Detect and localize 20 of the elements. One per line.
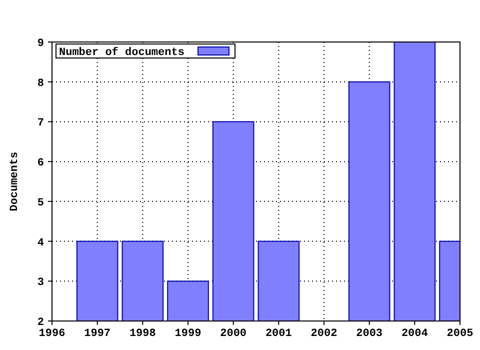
x-tick-label: 1999 (174, 328, 202, 340)
x-tick-label: 2001 (265, 328, 292, 340)
y-tick-label: 5 (37, 197, 44, 210)
x-tick-label: 1996 (38, 328, 66, 340)
y-tick-label: 2 (37, 317, 44, 329)
y-tick-label: 6 (37, 158, 44, 170)
y-axis-title: Documents (9, 152, 21, 212)
x-tick-label: 2000 (220, 328, 247, 340)
x-tick-label: 2004 (401, 328, 428, 340)
y-tick-label: 7 (37, 118, 44, 130)
y-tick-label: 4 (37, 237, 44, 250)
y-tick-label: 8 (37, 78, 44, 90)
x-tick-label: 2002 (310, 328, 338, 340)
y-tick-label: 9 (37, 38, 44, 50)
x-tick-label: 2005 (446, 328, 474, 340)
y-tick-label: 3 (37, 277, 44, 290)
x-tick-label: 2003 (356, 328, 383, 340)
x-tick-label: 1997 (84, 328, 111, 340)
legend-label: Number of documents (59, 46, 184, 59)
x-tick-label: 1998 (129, 328, 156, 340)
